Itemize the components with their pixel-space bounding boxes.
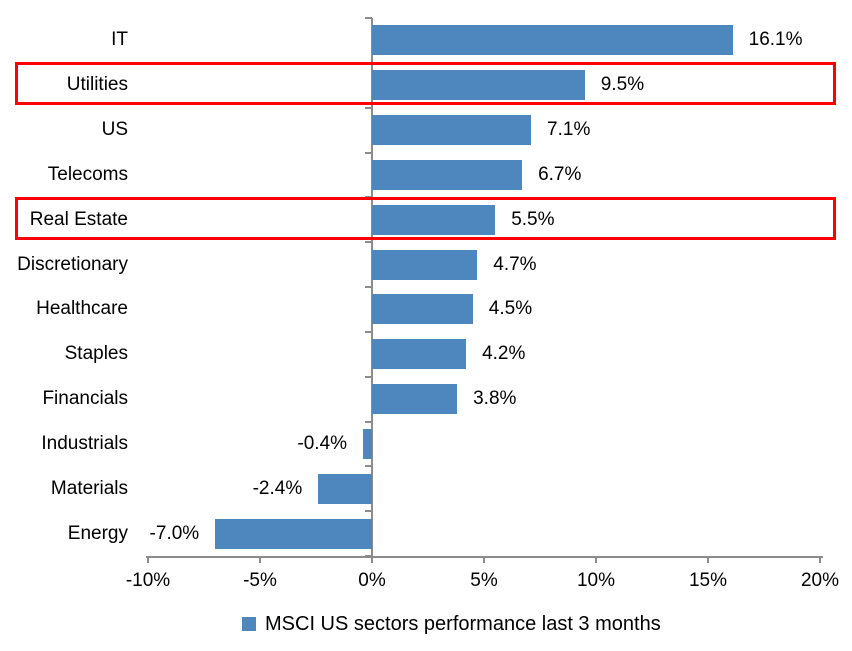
value-label-financials: 3.8% (473, 388, 517, 410)
x-axis-tick (483, 556, 485, 563)
x-axis-tick (259, 556, 261, 563)
bar-staples (372, 339, 467, 370)
category-label-us: US (101, 119, 128, 141)
category-boundary-tick (365, 151, 372, 154)
category-label-energy: Energy (67, 522, 128, 544)
x-axis-tick-label: 0% (358, 570, 386, 591)
legend: MSCI US sectors performance last 3 month… (242, 610, 661, 638)
bar-healthcare (372, 294, 473, 325)
highlight-box-real-estate (15, 196, 836, 240)
bar-financials (372, 384, 458, 415)
category-label-healthcare: Healthcare (36, 298, 128, 320)
category-boundary-tick (365, 286, 372, 288)
bar-us (372, 115, 532, 146)
bar-energy (215, 518, 372, 549)
value-label-telecoms: 6.7% (538, 163, 582, 185)
category-label-it: IT (111, 29, 128, 51)
x-axis-tick (371, 556, 373, 563)
legend-label: MSCI US sectors performance last 3 month… (265, 613, 661, 635)
value-label-utilities: 9.5% (600, 74, 645, 96)
value-label-it: 16.1% (748, 29, 803, 51)
category-label-materials: Materials (50, 477, 128, 499)
category-label-industrials: Industrials (41, 432, 128, 454)
bar-utilities (372, 70, 585, 101)
category-label-telecoms: Telecoms (47, 163, 128, 185)
x-axis-tick-label: 20% (800, 570, 840, 591)
value-label-industrials: -0.4% (297, 432, 348, 454)
category-boundary-tick (365, 106, 372, 109)
value-label-staples: 4.2% (482, 343, 526, 365)
category-boundary-tick (365, 330, 372, 333)
highlight-box-utilities (15, 62, 836, 106)
category-boundary-tick (365, 555, 372, 557)
value-label-materials: -2.4% (252, 477, 303, 499)
bar-industrials (363, 428, 372, 459)
x-axis-tick (595, 556, 597, 563)
x-axis-tick-label: 10% (576, 570, 616, 591)
value-label-real-estate: 5.5% (511, 208, 555, 230)
x-axis-tick (707, 556, 709, 563)
category-label-financials: Financials (42, 388, 128, 410)
value-label-energy: -7.0% (149, 522, 200, 544)
x-axis-tick (147, 556, 149, 563)
bar-it (372, 25, 733, 56)
category-label-real-estate: Real Estate (29, 208, 128, 230)
category-boundary-tick (365, 241, 372, 244)
category-boundary-tick (365, 17, 372, 19)
bar-materials (318, 473, 372, 504)
category-label-utilities: Utilities (66, 74, 128, 96)
category-boundary-tick (365, 510, 372, 513)
x-axis-tick-label: -10% (125, 570, 171, 591)
legend-marker-icon (242, 617, 256, 631)
x-axis-tick-label: 15% (688, 570, 728, 591)
category-boundary-tick (365, 375, 372, 378)
bar-real-estate (372, 204, 496, 235)
value-label-discretionary: 4.7% (493, 253, 537, 275)
bar-discretionary (372, 249, 478, 280)
value-label-healthcare: 4.5% (488, 298, 533, 320)
bar-telecoms (372, 159, 523, 190)
value-label-us: 7.1% (547, 119, 591, 141)
category-boundary-tick (365, 420, 372, 423)
x-axis-tick (819, 556, 821, 563)
x-axis-tick-label: 5% (470, 570, 498, 591)
zero-baseline (371, 18, 373, 556)
category-label-discretionary: Discretionary (17, 253, 128, 275)
x-axis-tick-label: -5% (243, 570, 277, 591)
category-label-staples: Staples (64, 343, 128, 365)
category-boundary-tick (365, 465, 372, 468)
